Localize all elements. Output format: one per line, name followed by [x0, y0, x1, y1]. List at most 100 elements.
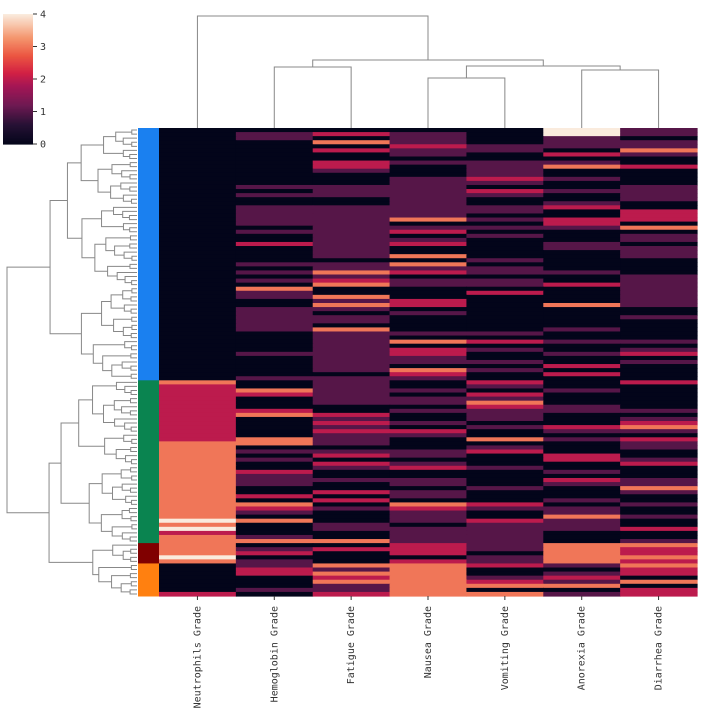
- heatmap-cell: [389, 551, 468, 556]
- heatmap-cell: [312, 571, 391, 577]
- heatmap-cell: [312, 498, 391, 503]
- heatmap-cell: [235, 482, 314, 487]
- heatmap-cell: [159, 225, 237, 231]
- colorbar-gradient-step: [3, 108, 33, 110]
- dendrogram-link: [80, 312, 102, 355]
- heatmap-cell: [159, 319, 237, 324]
- heatmap-cell: [620, 575, 698, 581]
- heatmap-cell: [312, 294, 391, 300]
- heatmap-cell: [543, 241, 621, 247]
- heatmap-cell: [466, 225, 544, 231]
- heatmap-cell: [312, 445, 391, 451]
- heatmap-cell: [312, 412, 391, 418]
- colorbar-gradient-step: [3, 51, 33, 54]
- heatmap-cell: [620, 477, 698, 483]
- colorbar-tick-label: 4: [40, 10, 46, 21]
- heatmap-cell: [312, 184, 391, 190]
- heatmap-cell: [389, 128, 468, 133]
- heatmap-cell: [312, 530, 391, 536]
- heatmap-cell: [466, 274, 544, 280]
- heatmap-cell: [235, 201, 314, 206]
- heatmap-cell: [543, 254, 621, 259]
- heatmap-cell: [159, 498, 237, 503]
- heatmap-cell: [620, 543, 698, 548]
- heatmap-cell: [543, 323, 621, 329]
- heatmap-cell: [312, 241, 391, 247]
- heatmap-cell: [312, 514, 391, 520]
- heatmap-cell: [466, 254, 544, 259]
- dendrogram-link: [101, 473, 122, 494]
- heatmap-cell: [543, 237, 621, 243]
- dendrogram-link: [121, 483, 137, 491]
- heatmap-cell: [620, 510, 698, 516]
- heatmap-cell: [543, 294, 621, 300]
- dendrogram-link: [122, 223, 137, 231]
- dendrogram-link: [130, 581, 137, 587]
- heatmap-cell: [312, 302, 391, 308]
- heatmap-cell: [543, 555, 621, 560]
- heatmap-cell: [389, 189, 468, 194]
- heatmap-cell: [235, 514, 314, 520]
- heatmap-cell: [543, 425, 621, 430]
- row-cluster-colors: [138, 128, 159, 597]
- heatmap-cell: [620, 307, 698, 312]
- dendrogram-link: [129, 174, 137, 180]
- dendrogram-link: [130, 398, 137, 404]
- dendrogram-link: [115, 381, 137, 390]
- heatmap-cell: [389, 274, 468, 280]
- heatmap-cell: [620, 319, 698, 324]
- heatmap-cell: [235, 551, 314, 556]
- heatmap-cell: [235, 335, 314, 341]
- heatmap-cell: [543, 368, 621, 373]
- heatmap-cell: [159, 152, 237, 158]
- heatmap-cell: [389, 547, 468, 552]
- heatmap-cell: [620, 286, 698, 292]
- dendrogram-link: [196, 15, 429, 128]
- heatmap-cell: [620, 384, 698, 390]
- heatmap-cell: [389, 404, 468, 410]
- heatmap-cell: [312, 372, 391, 377]
- heatmap-cell: [235, 323, 314, 329]
- dendrogram-link: [465, 65, 621, 78]
- heatmap-cell: [620, 534, 698, 540]
- heatmap-cell: [466, 465, 544, 471]
- heatmap-cell: [543, 176, 621, 182]
- heatmap-cell: [389, 160, 468, 166]
- heatmap-cell: [312, 168, 391, 174]
- heatmap-cell: [543, 376, 621, 381]
- heatmap-cell: [159, 494, 237, 499]
- heatmap-cell: [543, 473, 621, 479]
- heatmap-cell: [159, 294, 237, 300]
- heatmap-cell: [159, 282, 237, 288]
- heatmap-cell: [159, 343, 237, 349]
- heatmap-cell: [620, 567, 698, 573]
- heatmap-cell: [159, 164, 237, 170]
- heatmap-cell: [235, 465, 314, 471]
- colorbar-gradient-step: [3, 120, 33, 122]
- heatmap-cell: [543, 559, 621, 565]
- heatmap-cell: [159, 246, 237, 251]
- colorbar-gradient-step: [3, 136, 33, 139]
- heatmap-cell: [543, 539, 621, 544]
- heatmap-cell: [235, 156, 314, 162]
- heatmap-cell: [389, 278, 468, 284]
- colorbar-gradient-step: [3, 137, 33, 140]
- heatmap-cell: [543, 551, 621, 556]
- heatmap-cell: [159, 184, 237, 190]
- heatmap-cell: [389, 526, 468, 532]
- colorbar-gradient-step: [3, 85, 33, 88]
- heatmap-cell: [620, 412, 698, 418]
- dendrogram-link: [81, 218, 102, 259]
- heatmap-cell: [620, 421, 698, 426]
- heatmap-cell: [466, 197, 544, 202]
- heatmap-cell: [620, 563, 698, 569]
- heatmap-cell: [466, 551, 544, 556]
- heatmap-cell: [235, 522, 314, 528]
- heatmap-cell: [235, 453, 314, 459]
- heatmap-cell: [543, 132, 621, 137]
- colorbar-gradient-step: [3, 56, 33, 58]
- heatmap-cell: [389, 319, 468, 324]
- colorbar-gradient-step: [3, 14, 33, 16]
- heatmap-cell: [466, 339, 544, 345]
- heatmap-cell: [543, 384, 621, 390]
